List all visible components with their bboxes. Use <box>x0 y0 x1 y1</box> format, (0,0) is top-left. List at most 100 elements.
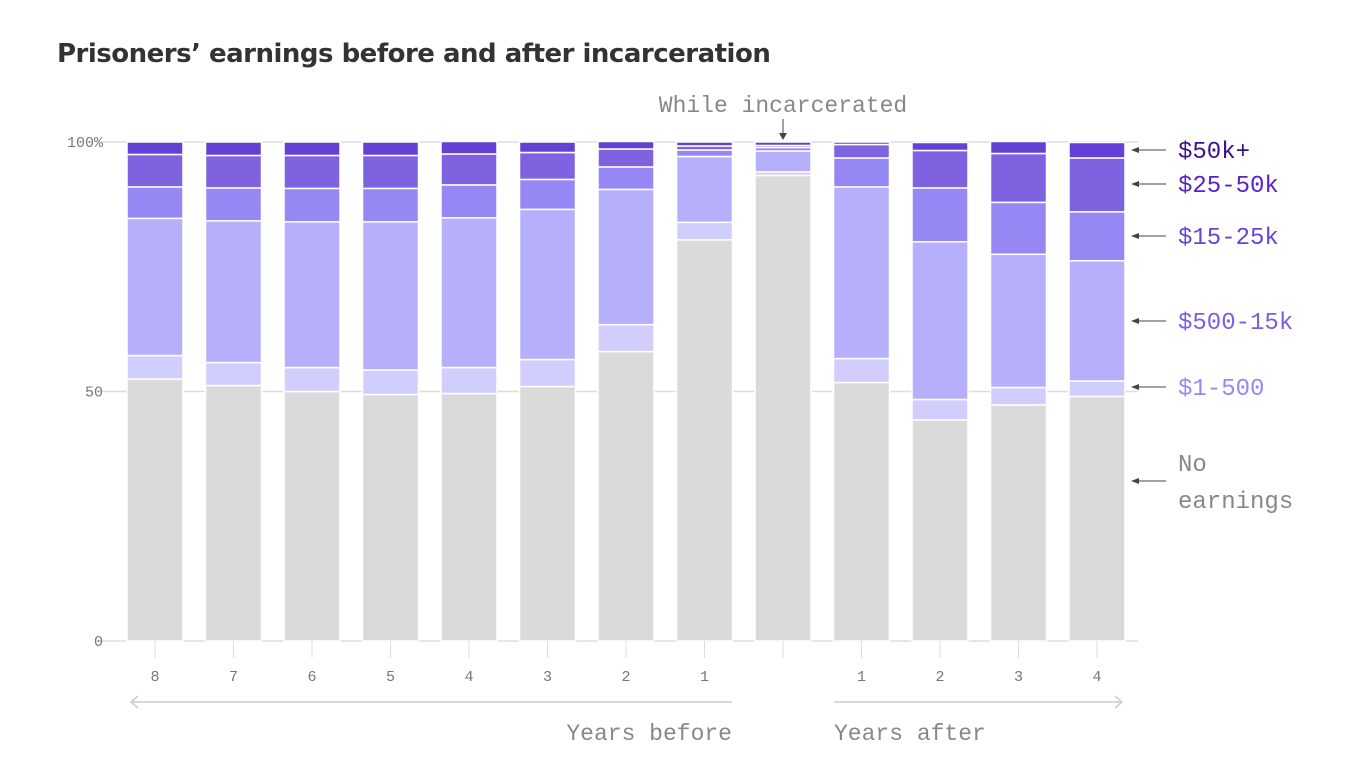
bar-segment--500-15k <box>518 208 577 361</box>
bar-segment--1-500 <box>675 221 734 241</box>
bar-segment--50k- <box>361 141 420 157</box>
bar-segment--1-500 <box>911 398 969 421</box>
bar-segment--500-15k <box>361 221 420 371</box>
legend-arrow-head <box>1131 147 1139 153</box>
bar-segment--25-50k <box>283 154 341 190</box>
years-after-arrow <box>834 695 1124 709</box>
bar-segment--500-15k <box>754 150 812 173</box>
legend-item: $500-15k <box>1131 310 1293 337</box>
bar-segment--50k- <box>675 141 734 147</box>
years-after-label: Years after <box>834 721 986 747</box>
bar-segment--500-15k <box>989 253 1048 389</box>
bar-segment--25-50k <box>126 153 184 188</box>
bar-segment--50k- <box>518 141 577 154</box>
while-incarcerated-annotation: While incarcerated <box>659 93 907 119</box>
bar-segment-no-earnings <box>361 393 420 642</box>
bar-segment--15-25k <box>675 149 734 158</box>
bar-segment--15-25k <box>204 187 263 222</box>
bar-stack <box>597 140 655 642</box>
bar-stack <box>204 141 263 642</box>
x-tick-label: 2 <box>621 669 630 686</box>
bar-segment--1-500 <box>440 366 498 395</box>
bar-segment--1-500 <box>832 357 891 384</box>
bar-segment--15-25k <box>361 187 420 223</box>
x-tick-label: 1 <box>857 669 866 686</box>
legend-label: earnings <box>1178 489 1293 516</box>
bar-segment--15-25k <box>597 166 655 191</box>
legend-label: No <box>1178 452 1207 479</box>
bar-segment--50k- <box>597 140 655 150</box>
bar-segment--1-500 <box>518 358 577 388</box>
bar-segment--25-50k <box>440 153 498 186</box>
legend-arrow-head <box>1131 233 1139 239</box>
legend-item: $15-25k <box>1131 225 1279 252</box>
bar-segment--50k- <box>283 141 341 157</box>
bar-segment-no-earnings <box>440 392 498 642</box>
years-before-arrow <box>129 695 732 709</box>
legend-label: $1-500 <box>1178 376 1264 403</box>
bar-segment--25-50k <box>361 154 420 190</box>
bar-segment--25-50k <box>1068 157 1126 213</box>
bar-segment--500-15k <box>911 241 969 401</box>
bar-segment--500-15k <box>675 155 734 224</box>
legend-item: $1-500 <box>1131 376 1264 403</box>
legend-label: $500-15k <box>1178 310 1293 337</box>
bar-segment-no-earnings <box>989 404 1048 642</box>
bar-segment--15-25k <box>283 187 341 223</box>
x-tick-label: 7 <box>229 669 238 686</box>
bar-stack <box>361 141 420 642</box>
legend-arrow-head <box>1131 478 1139 484</box>
bar-stack <box>283 141 341 642</box>
bar-stack <box>518 141 577 642</box>
legend-label: $50k+ <box>1178 139 1250 166</box>
bar-segment-no-earnings <box>754 174 812 642</box>
bar-stack <box>440 140 498 642</box>
bar-segment--1-500 <box>126 354 184 380</box>
bar-segment--50k- <box>989 140 1048 155</box>
bar-segment--25-50k <box>518 151 577 181</box>
annotation-arrow <box>779 119 787 140</box>
bar-segment-no-earnings <box>518 385 577 642</box>
bar-segment-no-earnings <box>283 390 341 642</box>
bar-segment-no-earnings <box>675 239 734 642</box>
bar-stack <box>126 141 184 642</box>
chart-title: Prisoners’ earnings before and after inc… <box>57 39 770 69</box>
bar-segment--50k- <box>911 141 969 152</box>
bar-segment--15-25k <box>518 178 577 211</box>
x-tick-label: 4 <box>464 669 473 686</box>
bar-segment--1-500 <box>1068 380 1126 398</box>
bar-segment-no-earnings <box>911 419 969 642</box>
bar-segment--15-25k <box>911 187 969 243</box>
x-tick-label: 3 <box>1014 669 1023 686</box>
x-tick-label: 2 <box>935 669 944 686</box>
y-tick-label: 50 <box>85 385 103 402</box>
bar-segment-no-earnings <box>204 384 263 642</box>
bar-segment--15-25k <box>832 157 891 188</box>
bar-segment--25-50k <box>832 143 891 159</box>
bar-segment--1-500 <box>989 386 1048 406</box>
bar-segment--25-50k <box>911 149 969 189</box>
bar-segment--500-15k <box>204 220 263 364</box>
bar-segment-no-earnings <box>1068 395 1126 642</box>
bar-segment--50k- <box>1068 141 1126 159</box>
bar-stack <box>675 141 734 642</box>
x-tick-label: 8 <box>150 669 159 686</box>
legend-label: $25-50k <box>1178 173 1279 200</box>
legend-item: $50k+ <box>1131 139 1250 166</box>
bar-segment--25-50k <box>204 154 263 189</box>
legend-item: $25-50k <box>1131 173 1279 200</box>
bar-segment--15-25k <box>126 186 184 220</box>
bar-segment-no-earnings <box>832 381 891 642</box>
x-tick-label: 6 <box>307 669 316 686</box>
bar-segment--500-15k <box>597 188 655 326</box>
bar-segment--50k- <box>754 141 812 147</box>
legend-label: $15-25k <box>1178 225 1279 252</box>
bar-segment--500-15k <box>1068 260 1126 382</box>
bar-segment--1-500 <box>283 366 341 393</box>
bar-segment--50k- <box>204 141 263 157</box>
bar-stack <box>911 141 969 642</box>
bar-stack <box>1068 141 1126 642</box>
x-tick-label: 4 <box>1092 669 1101 686</box>
bar-segment--500-15k <box>126 217 184 357</box>
bar-segment--500-15k <box>440 217 498 369</box>
